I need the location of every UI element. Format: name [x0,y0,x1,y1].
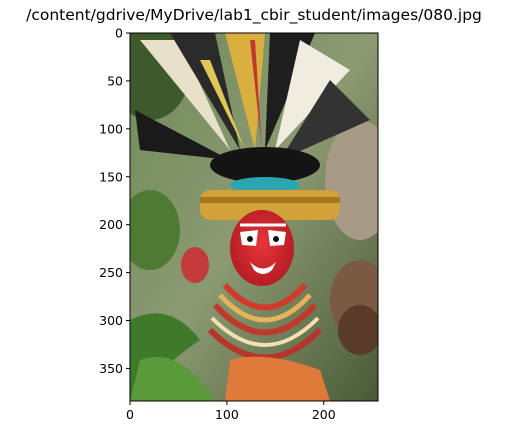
y-tick-label: 100 [99,121,123,136]
y-tick-label: 0 [115,26,123,41]
y-tick-label: 50 [107,73,123,88]
feather-headdress [135,33,370,193]
bead-necklaces [207,282,323,361]
image-area [130,33,378,401]
x-tick-label: 200 [312,407,336,422]
axes-frame [129,32,379,402]
y-tick-label: 250 [99,265,123,280]
x-tick-label: 0 [126,407,134,422]
painted-face [230,210,294,286]
y-tick-label: 150 [99,169,123,184]
x-axis: 0 100 200 [126,401,336,422]
chart-title: /content/gdrive/MyDrive/lab1_cbir_studen… [26,6,482,24]
x-tick-label: 100 [215,407,239,422]
y-tick-label: 350 [99,361,123,376]
y-tick-label: 300 [99,313,123,328]
y-tick-label: 200 [99,217,123,232]
y-axis: 0 50 100 150 200 250 300 350 [99,26,130,376]
